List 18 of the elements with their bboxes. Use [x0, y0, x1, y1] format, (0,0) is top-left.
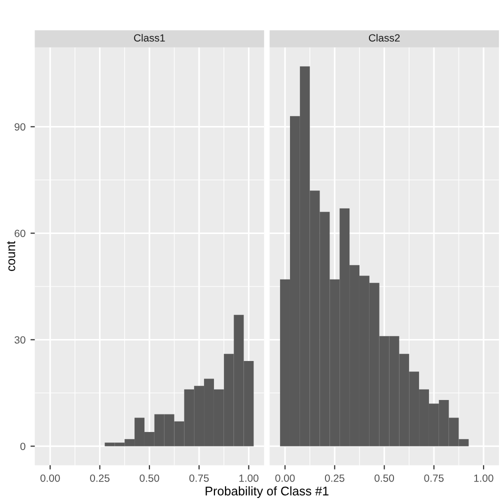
x-tick-label: 0.00: [275, 474, 295, 482]
x-tick-label: 0.50: [140, 474, 160, 482]
y-axis-title: count: [7, 241, 16, 272]
y-tick-label: 30: [14, 336, 26, 344]
chart-title: Class2: [368, 34, 400, 42]
y-tick-label: 60: [14, 230, 26, 238]
x-tick-label: 0.75: [189, 474, 209, 482]
y-tick-label: 90: [14, 123, 26, 131]
x-tick-label: 0.00: [40, 474, 60, 482]
x-tick-label: 0.75: [424, 474, 444, 482]
x-axis-title: Probability of Class #1: [206, 486, 328, 498]
x-tick-label: 0.25: [90, 474, 110, 482]
chart-title: Class1: [134, 34, 165, 42]
x-tick-label: 1.00: [239, 474, 258, 482]
x-tick-label: 0.25: [324, 474, 344, 482]
x-tick-label: 0.50: [374, 474, 394, 482]
x-tick-label: 1.00: [474, 474, 494, 482]
y-tick-label: 0: [20, 442, 26, 450]
